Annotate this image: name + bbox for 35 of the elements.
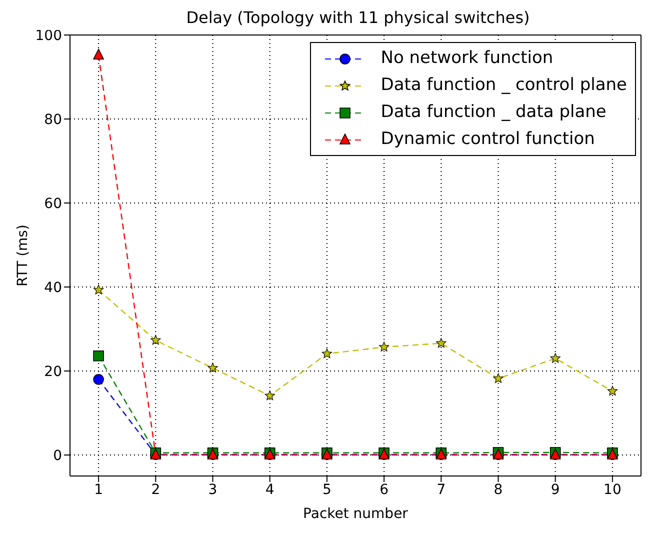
y-tick-label: 20: [44, 364, 62, 380]
x-tick-label: 6: [380, 482, 389, 498]
x-tick-label: 5: [322, 482, 332, 498]
x-tick-label: 8: [494, 482, 503, 498]
x-tick-label: 1: [94, 482, 104, 498]
y-tick-label: 60: [44, 196, 62, 212]
point: [93, 48, 104, 60]
x-tick-label: 9: [550, 482, 560, 498]
x-tick-label: 10: [604, 482, 622, 498]
point: [322, 348, 332, 358]
point: [93, 350, 104, 362]
point: [93, 374, 104, 385]
x-axis-title: Packet number: [303, 506, 408, 522]
y-tick-label: 40: [44, 280, 62, 296]
point: [150, 335, 161, 345]
point: [550, 353, 560, 363]
point: [607, 386, 618, 396]
x-tick-label: 3: [208, 482, 218, 498]
point: [208, 362, 218, 372]
point: [436, 338, 446, 348]
y-tick-label: 80: [44, 112, 62, 128]
point: [493, 373, 504, 383]
legend-label: Data function _ data plane: [380, 101, 606, 124]
point: [378, 342, 390, 352]
legend-label: Dynamic control function: [380, 128, 595, 151]
y-tick-label: 0: [53, 448, 62, 464]
chart-title: Delay (Topology with 11 physical switches): [185, 8, 531, 29]
legend-label: Data function _ control plane: [380, 74, 627, 97]
x-tick-label: 7: [436, 482, 446, 498]
point: [264, 390, 275, 400]
y-axis-title: RTT (ms): [14, 224, 31, 286]
point: [93, 284, 104, 294]
legend-label: No network function: [380, 47, 554, 70]
x-tick-label: 2: [151, 482, 160, 498]
x-tick-label: 4: [265, 482, 274, 498]
